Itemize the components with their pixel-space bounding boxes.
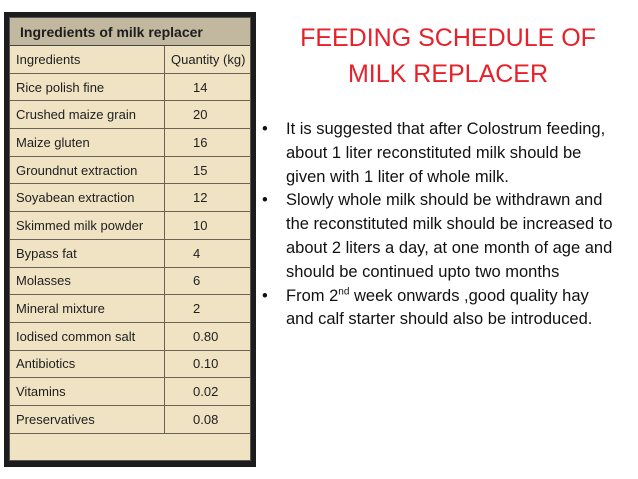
table-row: Skimmed milk powder 10	[10, 211, 250, 240]
ingredient-cell: Bypass fat	[10, 239, 165, 268]
ingredient-cell: Groundnut extraction	[10, 156, 165, 185]
ingredient-cell: Maize gluten	[10, 128, 165, 157]
table-row: Maize gluten 16	[10, 128, 250, 157]
bullet-text-pre: From 2	[286, 286, 339, 305]
table-row: Mineral mixture 2	[10, 294, 250, 323]
ingredient-cell: Preservatives	[10, 405, 165, 434]
bullet-superscript: nd	[338, 286, 350, 298]
bullet-item: • It is suggested that after Colostrum f…	[262, 118, 614, 189]
slide-title-line2: MILK REPLACER	[347, 60, 549, 88]
quantity-cell: 20	[164, 100, 250, 130]
quantity-cell: 0.08	[164, 405, 250, 434]
ingredient-cell: Iodised common salt	[10, 322, 165, 351]
table-row: Bypass fat 4	[10, 239, 250, 268]
ingredient-cell: Vitamins	[10, 377, 165, 406]
bullet-text: It is suggested that after Colostrum fee…	[286, 120, 606, 186]
ingredient-cell: Skimmed milk powder	[10, 211, 165, 240]
table-row: Molasses 6	[10, 267, 250, 296]
header-ingredients: Ingredients	[10, 46, 165, 74]
quantity-cell: 15	[164, 156, 250, 185]
quantity-cell: 10	[164, 211, 250, 240]
ingredient-cell: Rice polish fine	[10, 73, 165, 102]
bullet-list: • It is suggested that after Colostrum f…	[262, 118, 614, 332]
table-row: Preservatives 0.08	[10, 405, 250, 434]
ingredient-cell: Antibiotics	[10, 350, 165, 379]
header-quantity: Quantity (kg)	[164, 46, 250, 74]
quantity-cell: 0.10	[164, 350, 250, 379]
table-header-row: Ingredients Quantity (kg)	[10, 46, 250, 74]
quantity-cell: 6	[164, 267, 250, 296]
ingredients-table: Ingredients Quantity (kg) Rice polish fine…	[10, 46, 250, 434]
quantity-cell: 2	[164, 294, 250, 323]
bullet-icon: •	[262, 286, 268, 305]
table-panel: Ingredients of milk replacer Ingredients…	[9, 17, 251, 461]
slide-title: FEEDING SCHEDULE OF MILK REPLACER	[258, 20, 638, 92]
milk-replacer-table-image: Ingredients of milk replacer Ingredients…	[4, 12, 256, 467]
ingredient-cell: Mineral mixture	[10, 294, 165, 323]
quantity-cell: 16	[164, 128, 250, 157]
table-row: Groundnut extraction 15	[10, 156, 250, 185]
bullet-text: Slowly whole milk should be withdrawn an…	[286, 191, 613, 281]
table-row: Rice polish fine 14	[10, 73, 250, 102]
bullet-item: • Slowly whole milk should be withdrawn …	[262, 189, 614, 284]
quantity-cell: 0.02	[164, 377, 250, 406]
quantity-cell: 4	[164, 239, 250, 268]
bullet-icon: •	[262, 120, 268, 138]
ingredient-cell: Soyabean extraction	[10, 183, 165, 213]
table-row: Soyabean extraction 12	[10, 183, 250, 213]
quantity-cell: 0.80	[164, 322, 250, 351]
ingredient-cell: Crushed maize grain	[10, 100, 165, 130]
table-row: Iodised common salt 0.80	[10, 322, 250, 351]
table-row: Vitamins 0.02	[10, 377, 250, 406]
bullet-icon: •	[262, 191, 268, 210]
slide-title-line1: FEEDING SCHEDULE OF	[300, 24, 596, 52]
bullet-text-post: week onwards ,good quality hay and calf …	[286, 286, 593, 329]
quantity-cell: 14	[164, 73, 250, 102]
table-row: Crushed maize grain 20	[10, 100, 250, 130]
quantity-cell: 12	[164, 183, 250, 213]
table-row: Antibiotics 0.10	[10, 350, 250, 379]
ingredient-cell: Molasses	[10, 267, 165, 296]
bullet-item: • From 2nd week onwards ,good quality ha…	[262, 285, 614, 333]
table-title: Ingredients of milk replacer	[10, 18, 250, 46]
